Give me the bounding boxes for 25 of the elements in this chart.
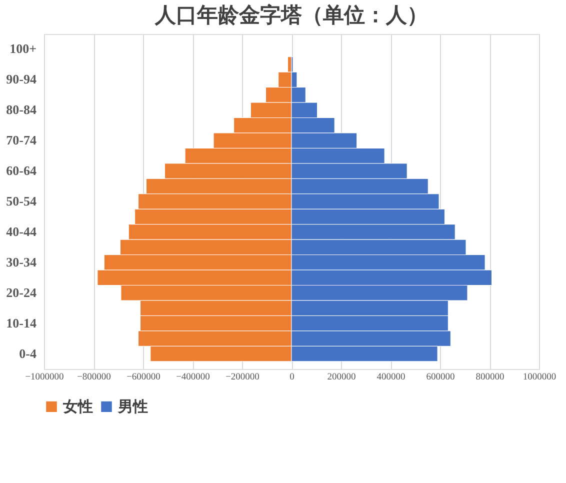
x-tick-label: 400000 — [376, 372, 406, 382]
y-tick-label: 100+ — [10, 41, 36, 56]
y-tick-label: 30-34 — [6, 254, 37, 270]
x-tick-label: 800000 — [476, 372, 504, 382]
x-tick-label: 1000000 — [522, 372, 556, 382]
y-tick-label: 90-94 — [6, 72, 37, 87]
y-tick-label: 70-74 — [6, 132, 37, 148]
y-tick-label: 10-14 — [6, 315, 37, 330]
y-tick-label: 20-24 — [6, 284, 37, 300]
y-tick-label: 60-64 — [6, 163, 37, 178]
y-tick-label: 80-84 — [6, 102, 37, 118]
x-tick-label: 600000 — [426, 372, 455, 382]
x-tick-label: −1000000 — [25, 372, 64, 382]
x-tick-label: 0 — [290, 372, 295, 382]
legend-label: 男性 — [117, 398, 148, 416]
y-tick-label: 0-4 — [19, 346, 37, 361]
chart-title: 人口年龄金字塔（单位：人） — [154, 3, 428, 27]
x-tick-label: −600000 — [126, 372, 161, 382]
y-tick-label: 40-44 — [6, 224, 37, 239]
x-tick-label: −200000 — [226, 372, 260, 382]
x-tick-label: 200000 — [327, 372, 356, 382]
legend-label: 女性 — [62, 398, 93, 416]
y-tick-label: 50-54 — [6, 194, 37, 208]
x-tick-label: −800000 — [77, 372, 112, 382]
x-tick-label: −400000 — [176, 372, 210, 382]
